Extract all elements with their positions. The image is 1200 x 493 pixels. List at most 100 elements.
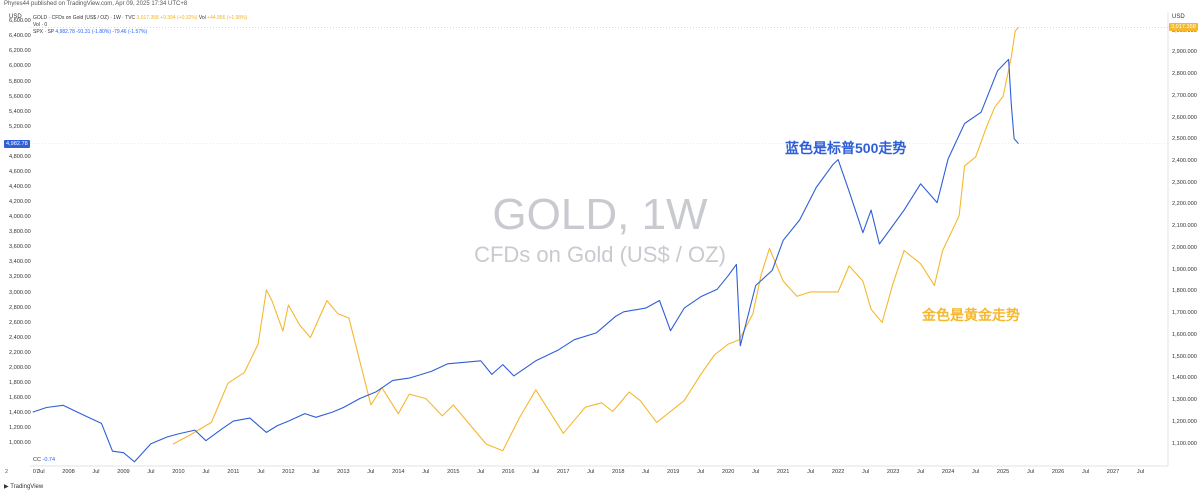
left-axis-tick: 4,200.00 — [9, 199, 31, 206]
right-axis-tick: 2,700.000 — [1172, 92, 1197, 99]
time-axis-tick: 2024 — [941, 469, 955, 475]
cc-label: CC — [33, 457, 41, 463]
spx-legend-values: 4,982.78 -91.31 (-1.80%) -79.46 (-1.57%) — [55, 29, 148, 35]
time-axis-tick: Jul — [1081, 469, 1090, 475]
right-axis-unit: USD — [1172, 14, 1185, 20]
gold-series-line — [172, 26, 1019, 452]
right-axis-tick: 2,400.000 — [1172, 157, 1197, 164]
left-axis-tick: 2,000.00 — [9, 364, 31, 371]
tradingview-logo-icon: ▶ — [4, 484, 9, 490]
time-axis-tick: 2017 — [557, 469, 570, 475]
time-axis-tick: Jul — [532, 469, 540, 475]
right-axis-tick: 1,400.000 — [1172, 375, 1197, 382]
gold-legend[interactable]: GOLD · CFDs on Gold (US$ / OZ) · 1W · TV… — [33, 15, 247, 21]
time-axis-tick: Jul — [972, 469, 980, 475]
left-axis-tick: 1,800.00 — [9, 379, 31, 386]
vol-legend: Vol · 0 — [33, 22, 48, 28]
time-axis-tick: 2025 — [996, 469, 1010, 475]
left-axis-tick: 5,800.00 — [9, 78, 31, 85]
right-axis-tick: 1,600.000 — [1172, 331, 1197, 338]
time-axis-tick: Jul — [642, 469, 650, 475]
right-axis-tick: 1,100.000 — [1172, 440, 1197, 447]
right-axis-tick: 2,100.000 — [1172, 223, 1197, 230]
right-axis-tick: 1,200.000 — [1172, 418, 1197, 425]
right-axis-tick: 2,000.000 — [1172, 244, 1197, 251]
left-axis-tick: 2,800.00 — [9, 304, 31, 311]
right-axis-tick: 1,900.000 — [1172, 266, 1197, 273]
time-axis-tick: 2022 — [831, 469, 845, 475]
left-axis-tick: 4,000.00 — [9, 214, 31, 221]
time-axis-tick: 2023 — [886, 469, 900, 475]
spx-annotation: 蓝色是标普500走势 — [785, 140, 907, 156]
gold-legend-values: 3,017.358 +9.394 (+0.32%) — [136, 15, 198, 21]
gold-legend-vol-label: Vol — [198, 15, 206, 21]
time-axis-tick: Jul — [917, 469, 925, 475]
left-axis-tick: 3,000.00 — [9, 289, 31, 296]
gold-annotation: 金色是黄金走势 — [922, 307, 1020, 323]
time-axis-tick: 2009 — [117, 469, 130, 475]
time-axis-tick: Jul — [862, 469, 870, 475]
brand-text: TradingView — [10, 484, 44, 490]
right-axis-tick: 2,300.000 — [1172, 179, 1197, 186]
time-axis-tick: Jul — [422, 469, 430, 475]
time-axis-tick: 2020 — [721, 469, 735, 475]
time-axis-tick: 2018 — [612, 469, 625, 475]
time-axis-tick: Jul — [1136, 469, 1145, 475]
left-axis-tick: 2,400.00 — [9, 334, 31, 341]
time-axis-tick: 2021 — [776, 469, 790, 475]
left-axis-tick: 3,600.00 — [9, 244, 31, 251]
left-axis-tick: 4,800.00 — [9, 153, 31, 160]
left-axis-tick: 5,400.00 — [9, 108, 31, 115]
left-axis-unit: USD — [9, 14, 22, 20]
left-axis-tick: 1,600.00 — [9, 394, 31, 401]
right-axis-tick: 2,900.000 — [1172, 49, 1197, 56]
right-axis-tick: 2,800.000 — [1172, 71, 1197, 78]
right-axis-tick: 2,600.000 — [1172, 114, 1197, 121]
spx-series-line — [32, 58, 1019, 463]
right-axis-tick: 1,700.000 — [1172, 310, 1197, 317]
time-axis-tick: Jul — [587, 469, 595, 475]
right-axis-tick: 2,500.000 — [1172, 136, 1197, 143]
tradingview-brand[interactable]: ▶ TradingView — [4, 483, 43, 490]
left-axis-tick: 2,200.00 — [9, 349, 31, 356]
time-axis-tick: Jul — [37, 469, 45, 475]
published-line: Phyres44 published on TradingView.com, A… — [4, 1, 188, 7]
time-axis-tick: Jul — [202, 469, 210, 475]
spx-legend[interactable]: SPX · SP 4,982.78 -91.31 (-1.80%) -79.46… — [33, 29, 147, 35]
left-axis-tick: 6,000.00 — [9, 63, 31, 70]
time-axis-tick: 2011 — [227, 469, 240, 475]
spx-last-price-tag: 4,982.78 — [4, 139, 30, 148]
time-axis-tick: 2008 — [62, 469, 75, 475]
gold-legend-vol-value: +44.956 (+1.98%) — [207, 15, 248, 21]
left-axis-tick: 4,600.00 — [9, 168, 31, 175]
left-axis-tick: 5,200.00 — [9, 123, 31, 130]
gold-legend-label: GOLD · CFDs on Gold (US$ / OZ) · 1W · TV… — [33, 15, 136, 21]
time-axis-tick: 2013 — [337, 469, 350, 475]
time-axis-tick: Jul — [92, 469, 100, 475]
time-axis-tick: Jul — [752, 469, 760, 475]
time-axis-tick: 2027 — [1106, 469, 1120, 475]
time-axis-tick: Jul — [312, 469, 320, 475]
left-axis-tick: 6,600.00 — [9, 18, 31, 25]
left-axis-tick: 4,400.00 — [9, 184, 31, 191]
corner-label: 2 — [5, 469, 9, 475]
time-axis-tick: 2015 — [447, 469, 460, 475]
time-axis-tick: Jul — [1026, 469, 1035, 475]
time-axis-tick: Jul — [807, 469, 815, 475]
left-axis-tick: 5,600.00 — [9, 93, 31, 100]
time-axis-tick: 2014 — [392, 469, 405, 475]
time-axis-tick: Jul — [477, 469, 485, 475]
time-axis-tick: 2019 — [666, 469, 680, 475]
time-axis-tick: 2016 — [502, 469, 515, 475]
time-axis-tick: 2010 — [172, 469, 185, 475]
spx-legend-label: SPX · SP — [33, 29, 55, 35]
left-axis-tick: 1,000.00 — [9, 440, 31, 447]
time-axis-tick: 2026 — [1051, 469, 1065, 475]
right-axis-tick: 1,800.000 — [1172, 288, 1197, 295]
left-axis-tick: 1,200.00 — [9, 425, 31, 432]
right-axis-tick: 1,300.000 — [1172, 397, 1197, 404]
left-axis-tick: 6,400.00 — [9, 33, 31, 40]
right-axis-tick: 2,200.000 — [1172, 201, 1197, 208]
time-axis-tick: Jul — [147, 469, 155, 475]
